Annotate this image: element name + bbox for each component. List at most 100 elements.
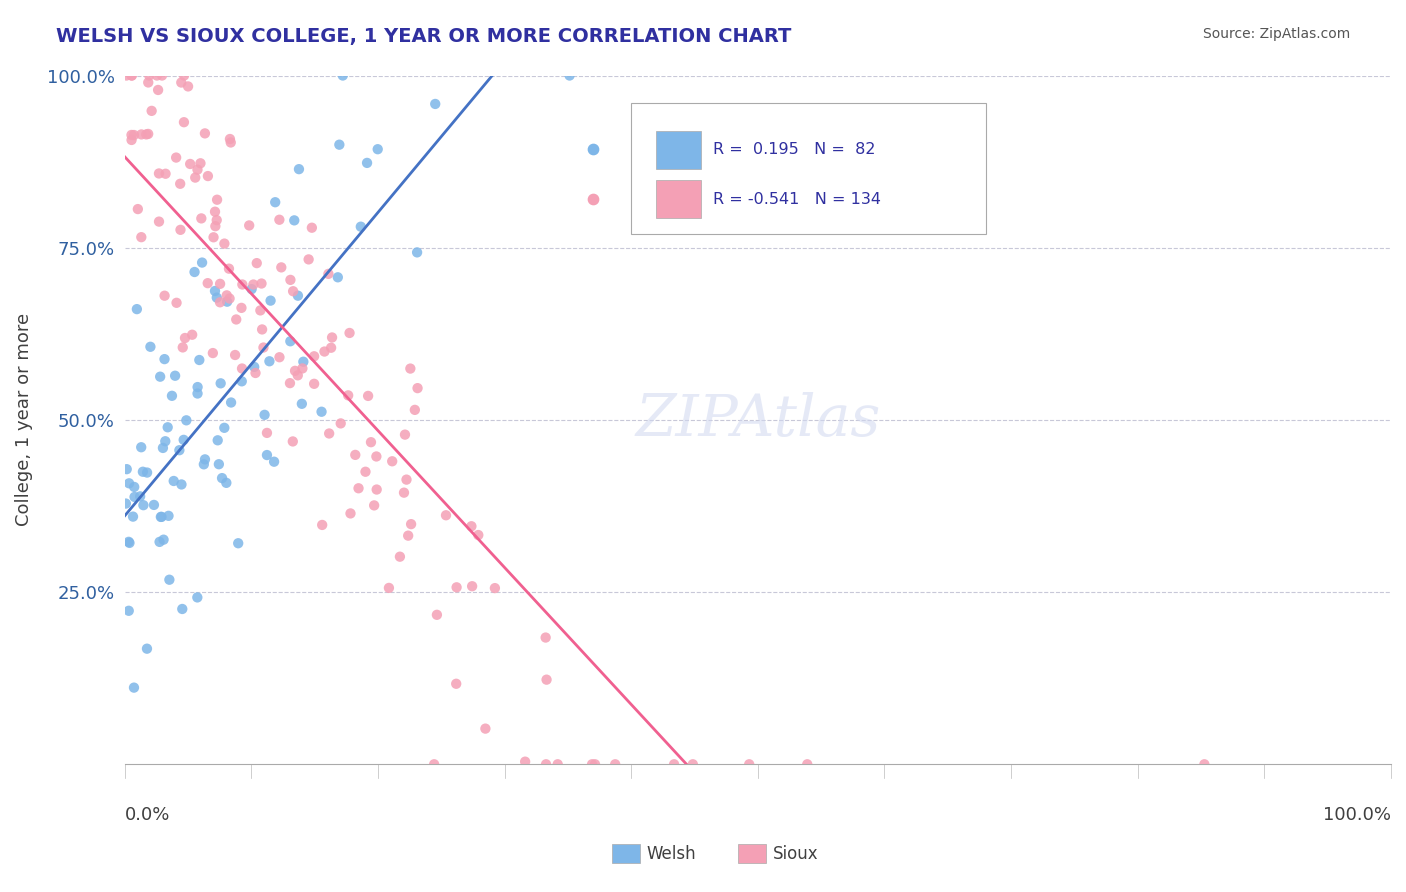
Point xyxy=(328,137,350,152)
Point xyxy=(796,757,818,772)
Point xyxy=(155,167,177,181)
Point xyxy=(357,389,380,403)
Point xyxy=(395,473,418,487)
Point xyxy=(148,166,170,180)
Point xyxy=(311,405,333,419)
Point xyxy=(399,361,422,376)
Point xyxy=(337,388,360,402)
Point xyxy=(263,455,285,469)
Text: Sioux: Sioux xyxy=(773,845,818,863)
Point xyxy=(173,433,195,447)
Point xyxy=(219,395,242,409)
Point xyxy=(329,417,352,431)
Point xyxy=(226,536,249,550)
Point xyxy=(280,334,302,349)
Point xyxy=(249,303,271,318)
Point xyxy=(125,302,148,317)
Point xyxy=(197,169,219,183)
Point xyxy=(136,641,159,656)
Point xyxy=(183,265,205,279)
Point xyxy=(363,499,385,513)
Point xyxy=(291,361,314,376)
Point xyxy=(350,219,373,234)
Point xyxy=(318,267,340,281)
Point xyxy=(250,277,273,291)
Point xyxy=(118,604,141,618)
Point xyxy=(238,219,260,233)
Point xyxy=(115,69,138,83)
Point xyxy=(176,413,198,427)
Point xyxy=(215,475,238,490)
Point xyxy=(148,214,170,228)
Point xyxy=(378,581,401,595)
Point xyxy=(146,69,169,83)
Point xyxy=(259,293,281,308)
Point xyxy=(278,376,301,391)
Text: 100.0%: 100.0% xyxy=(1323,805,1391,823)
Point xyxy=(138,69,160,83)
Point xyxy=(136,75,159,89)
Point xyxy=(321,341,343,355)
Point xyxy=(209,376,232,391)
Point xyxy=(124,490,146,504)
Point xyxy=(287,288,309,302)
Point xyxy=(253,408,276,422)
Point xyxy=(150,69,173,83)
Point xyxy=(148,535,170,549)
Point xyxy=(444,677,467,691)
Point xyxy=(215,288,238,302)
Point xyxy=(121,128,143,142)
Point xyxy=(224,348,246,362)
Point xyxy=(205,193,228,207)
Point xyxy=(404,403,426,417)
Bar xyxy=(657,130,700,169)
Point xyxy=(214,421,236,435)
Point xyxy=(269,350,291,364)
Text: R =  0.195   N =  82: R = 0.195 N = 82 xyxy=(713,142,876,157)
Point xyxy=(270,260,292,275)
Point xyxy=(190,211,212,226)
Point xyxy=(426,607,449,622)
Point xyxy=(434,508,457,523)
Point xyxy=(381,454,404,468)
Point xyxy=(160,389,183,403)
Point xyxy=(207,434,229,448)
Point xyxy=(190,156,212,170)
Point xyxy=(141,103,163,118)
Point xyxy=(172,340,194,354)
Point xyxy=(582,193,605,207)
Point xyxy=(225,312,247,326)
Point xyxy=(122,128,145,142)
Point xyxy=(1194,757,1216,772)
Point xyxy=(177,79,200,94)
Point xyxy=(301,220,323,235)
Point xyxy=(208,457,231,471)
Point xyxy=(366,483,388,497)
Point xyxy=(366,450,388,464)
Point xyxy=(582,142,605,156)
Point xyxy=(536,673,558,687)
Text: Source: ZipAtlas.com: Source: ZipAtlas.com xyxy=(1202,27,1350,41)
Point xyxy=(169,223,191,237)
Point xyxy=(139,340,162,354)
Bar xyxy=(657,180,700,218)
Point xyxy=(136,127,159,141)
Text: Welsh: Welsh xyxy=(647,845,696,863)
Point xyxy=(115,462,138,476)
Point xyxy=(534,631,557,645)
Point xyxy=(231,301,253,315)
Point xyxy=(219,136,242,150)
Point xyxy=(461,579,484,593)
Point xyxy=(186,591,208,605)
Point xyxy=(169,177,191,191)
Point xyxy=(446,580,468,594)
Point xyxy=(205,213,228,227)
Point xyxy=(153,352,176,367)
Point xyxy=(339,326,361,340)
Point xyxy=(121,69,143,83)
Point xyxy=(202,230,225,244)
Point xyxy=(211,471,233,485)
Point xyxy=(425,97,447,112)
Point xyxy=(129,489,152,503)
Point xyxy=(284,364,307,378)
